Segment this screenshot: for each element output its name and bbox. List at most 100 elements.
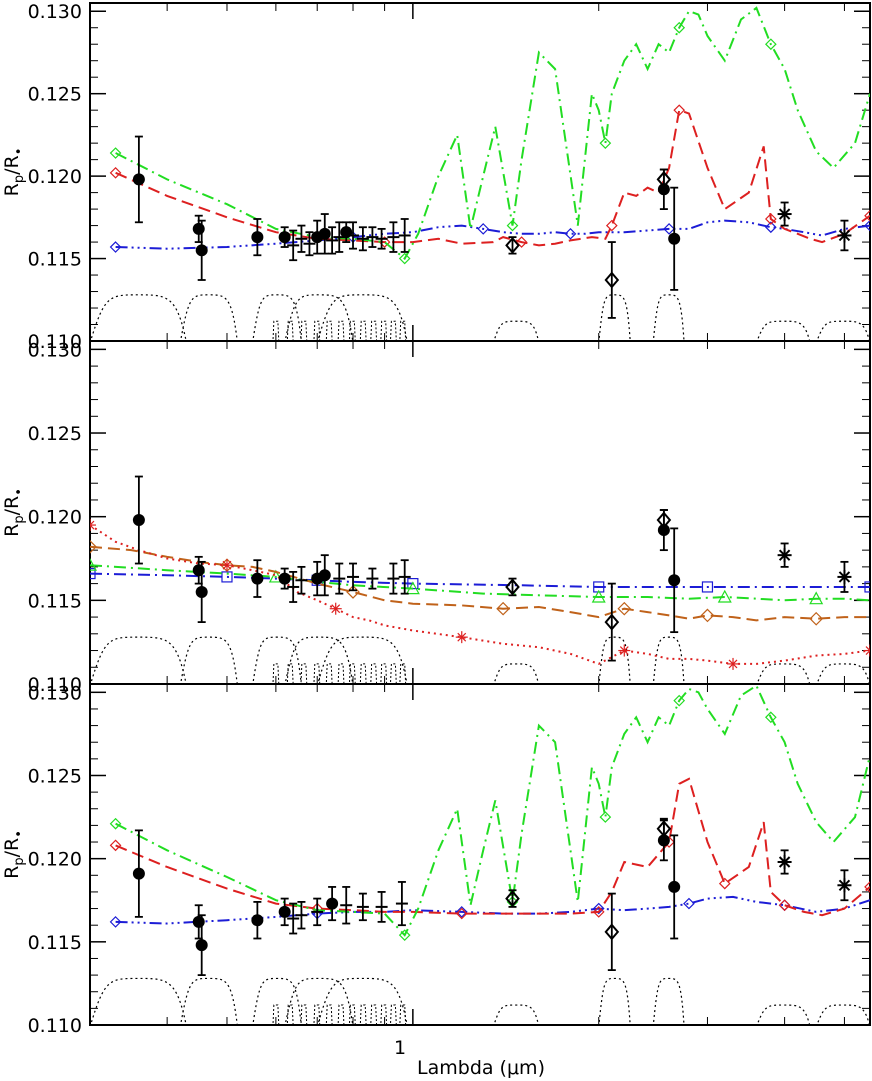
data-point	[777, 542, 792, 568]
open-diamond-marker	[604, 613, 620, 631]
model-curve	[90, 564, 870, 602]
filter-bandpass-curve	[284, 636, 354, 684]
data-point	[326, 226, 339, 255]
model-diamond-marker	[673, 21, 686, 34]
filled-circle-marker	[326, 897, 339, 910]
data-point	[295, 901, 308, 930]
data-point	[656, 817, 672, 840]
data-point	[656, 509, 672, 531]
filter-bandpass-curve	[493, 1004, 540, 1025]
model-diamond-marker	[809, 611, 824, 626]
filled-circle-marker	[668, 880, 681, 893]
data-point	[132, 135, 145, 224]
data-point	[505, 236, 520, 255]
filter-bandpass-curve	[284, 977, 354, 1025]
bin-bandpass-curve	[337, 1004, 345, 1025]
model-diamond-marker	[673, 694, 686, 707]
bin-bandpass-curve	[272, 663, 280, 684]
model-triangle-marker	[809, 591, 824, 605]
y-tick-label: 0.110	[28, 674, 82, 696]
filter-bandpass-curve	[493, 663, 540, 684]
data-point	[251, 901, 264, 940]
filter-bandpass-curve	[816, 1004, 870, 1025]
y-tick-label: 0.110	[28, 331, 82, 353]
data-point	[604, 241, 620, 319]
filter-bandpass-curve	[756, 320, 811, 341]
bin-bandpass-curve	[313, 663, 321, 684]
filled-circle-marker	[192, 222, 205, 235]
model-diamond-marker	[864, 209, 870, 222]
y-tick-label: 0.125	[28, 84, 82, 106]
model-diamond-marker	[564, 227, 577, 240]
bin-bandpass-curve	[370, 320, 378, 341]
bin-bandpass-curve	[380, 320, 388, 341]
bin-bandpass-curve	[399, 1004, 407, 1025]
bin-bandpass-curve	[399, 663, 407, 684]
data-point	[192, 214, 205, 243]
model-diamond-marker	[398, 252, 411, 265]
model-curve	[115, 219, 870, 250]
open-diamond-marker	[656, 170, 672, 188]
model-asterisk-marker	[329, 602, 342, 615]
filter-bandpass-curve	[756, 663, 811, 684]
model-diamond-marker	[455, 907, 468, 920]
model-diamond-marker	[718, 877, 731, 890]
data-point	[398, 218, 411, 253]
open-diamond-marker	[505, 578, 520, 596]
filled-circle-marker	[132, 867, 145, 880]
filled-circle-marker	[278, 231, 291, 244]
bin-bandpass-curve	[337, 320, 345, 341]
data-point	[668, 527, 681, 634]
y-tick-label: 0.120	[28, 507, 82, 529]
panel-frame	[89, 340, 871, 685]
filter-bandpass-curve	[252, 636, 302, 684]
data-point	[195, 560, 208, 623]
y-axis-label: Rp/R•	[1, 830, 27, 879]
data-point	[195, 914, 208, 976]
data-point	[375, 891, 388, 923]
filter-bandpass-curve	[317, 294, 408, 341]
filled-circle-marker	[192, 915, 205, 928]
data-point	[287, 229, 300, 262]
model-diamond-marker	[617, 601, 632, 616]
filled-circle-marker	[195, 585, 208, 598]
y-tick-label: 0.115	[28, 932, 82, 954]
bin-bandpass-curve	[348, 663, 356, 684]
data-point	[311, 897, 324, 927]
model-curve	[115, 684, 870, 937]
data-point	[837, 869, 852, 902]
data-point	[318, 554, 331, 597]
model-asterisk-marker	[864, 644, 870, 657]
data-point	[375, 227, 388, 250]
model-diamond-marker	[765, 711, 777, 724]
plot-area	[90, 475, 870, 684]
bin-bandpass-curve	[325, 320, 333, 341]
filled-circle-marker	[192, 564, 205, 577]
model-asterisk-marker	[220, 559, 233, 572]
bin-bandpass-curve	[380, 1004, 388, 1025]
data-point	[251, 559, 264, 598]
data-point	[287, 570, 300, 603]
filter-bandpass-curve	[652, 977, 685, 1025]
model-diamond-marker	[109, 147, 122, 159]
data-point	[318, 213, 331, 255]
data-point	[604, 582, 620, 662]
filter-bandpass-curve	[179, 294, 238, 341]
x-axis-label: Lambda (μm)	[417, 1057, 545, 1079]
filter-bandpass-curve	[598, 294, 631, 341]
filter-bandpass-curve	[652, 636, 685, 684]
bin-bandpass-curve	[286, 320, 294, 341]
model-diamond-marker	[673, 104, 686, 117]
filled-circle-marker	[318, 227, 331, 240]
data-point	[326, 886, 339, 922]
asterisk-stroke	[838, 229, 851, 242]
model-diamond-marker	[778, 899, 791, 912]
data-point	[777, 849, 792, 875]
model-diamond-marker	[592, 906, 605, 918]
filled-circle-marker	[195, 939, 208, 952]
model-diamond-marker	[605, 219, 618, 232]
bin-bandpass-curve	[399, 320, 407, 341]
data-point	[333, 562, 346, 595]
data-point	[366, 567, 379, 590]
model-curve	[115, 108, 870, 247]
